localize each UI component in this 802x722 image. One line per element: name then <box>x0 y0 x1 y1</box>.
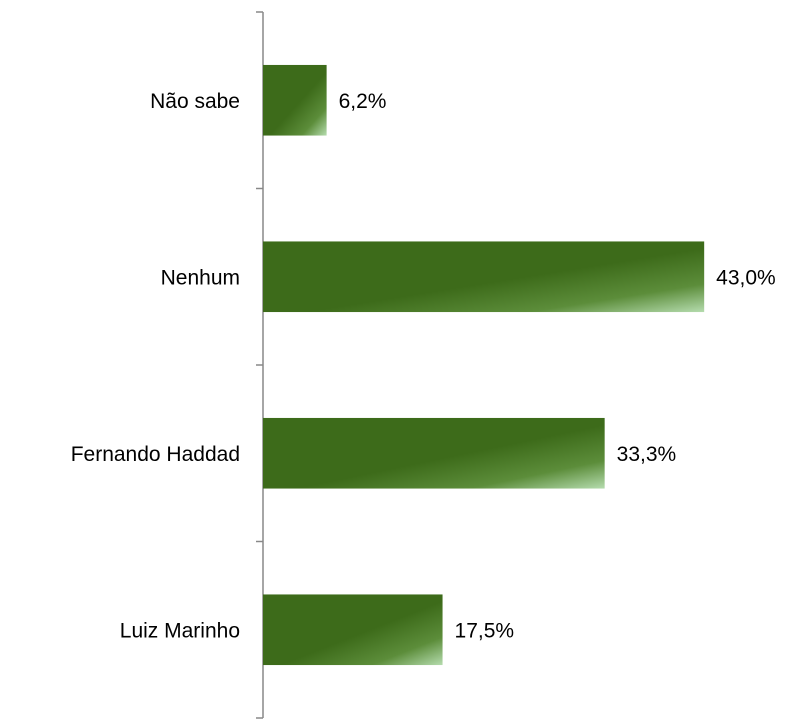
category-label: Nenhum <box>161 266 240 289</box>
bar <box>263 241 705 313</box>
value-label: 6,2% <box>339 90 387 113</box>
category-label: Fernando Haddad <box>71 443 240 466</box>
value-label: 43,0% <box>716 266 776 289</box>
category-label: Luiz Marinho <box>120 619 240 642</box>
category-label: Não sabe <box>150 90 240 113</box>
bar <box>263 417 605 489</box>
value-label: 17,5% <box>455 619 515 642</box>
bar <box>263 594 443 666</box>
value-label: 33,3% <box>617 443 677 466</box>
bar <box>263 64 327 136</box>
